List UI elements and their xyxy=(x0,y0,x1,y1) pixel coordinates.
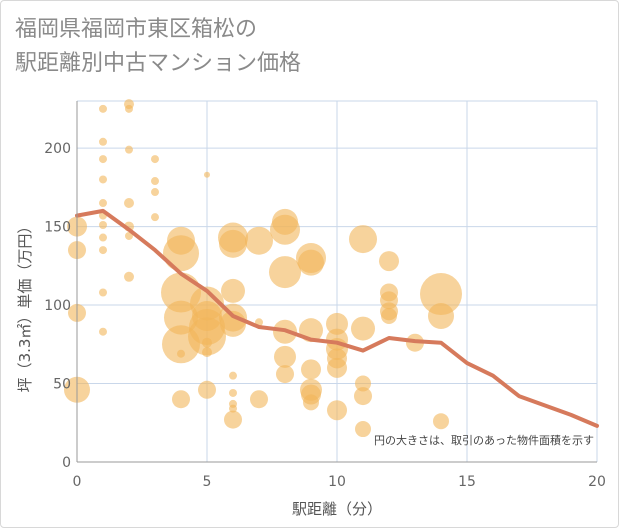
x-tick-label: 20 xyxy=(588,474,606,490)
bubble-point xyxy=(245,226,273,255)
bubble-point xyxy=(188,317,226,356)
x-tick-label: 15 xyxy=(458,474,476,490)
chart-title: 福岡県福岡市東区箱松の 駅距離別中古マンション価格 xyxy=(15,13,301,81)
bubble-point xyxy=(151,213,159,222)
bubble-point xyxy=(301,359,321,380)
bubble-point xyxy=(298,249,324,276)
bubble-point xyxy=(99,199,107,208)
bubble-point xyxy=(151,188,159,197)
bubble-point xyxy=(124,198,134,209)
trend-line xyxy=(75,208,599,428)
chart-title-line1: 福岡県福岡市東区箱松の xyxy=(15,17,258,42)
bubble-point xyxy=(327,357,347,378)
bubble-point xyxy=(202,337,212,348)
bubble-point xyxy=(379,251,399,272)
bubble-point xyxy=(303,394,319,411)
bubble-point xyxy=(99,288,107,297)
bubble-point xyxy=(381,308,397,325)
x-axis-label: 駅距離（分） xyxy=(292,500,382,518)
bubble-point xyxy=(420,273,462,316)
bubble-point xyxy=(355,421,371,438)
bubble-point xyxy=(229,371,237,380)
y-tick-label: 50 xyxy=(53,377,71,393)
bubble-point xyxy=(269,256,301,289)
bubble-point xyxy=(124,271,134,282)
bubble-point xyxy=(250,390,268,409)
bubble-point xyxy=(99,137,107,146)
bubble-point xyxy=(125,231,133,240)
y-tick-label: 150 xyxy=(44,220,71,236)
bubble-point xyxy=(125,145,133,154)
bubble-point xyxy=(125,104,133,113)
bubble-point xyxy=(151,177,159,186)
bubble-point xyxy=(99,220,107,229)
bubble-point xyxy=(349,225,377,254)
bubble-point xyxy=(99,233,107,242)
bubble-point xyxy=(433,413,449,430)
bubble-point xyxy=(274,345,296,368)
bubble-point xyxy=(229,404,237,413)
bubble-point xyxy=(172,390,190,409)
bubble-point xyxy=(326,312,348,335)
bubble-point xyxy=(202,347,212,358)
x-tick-label: 5 xyxy=(203,474,212,490)
bubble-point xyxy=(99,175,107,184)
y-tick-label: 100 xyxy=(44,298,71,314)
axes xyxy=(76,101,597,463)
bubble-point xyxy=(276,365,294,384)
bubble-point xyxy=(177,349,185,358)
bubble-point xyxy=(99,246,107,255)
bubble-point xyxy=(99,104,107,113)
y-axis-label: 坪（3.3㎡）単価（万円） xyxy=(16,219,34,393)
bubble-point xyxy=(99,327,107,336)
y-tick-label: 0 xyxy=(62,455,71,471)
bubble-point xyxy=(270,214,300,245)
size-annotation: 円の大きさは、取引のあった物件面積を示す xyxy=(374,433,594,447)
chart-title-line2: 駅距離別中古マンション価格 xyxy=(15,51,302,76)
bubble-point xyxy=(354,387,372,406)
bubble-point xyxy=(327,400,347,421)
bubble-point xyxy=(428,303,454,330)
bubble-point xyxy=(229,388,237,397)
x-tick-label: 10 xyxy=(328,474,346,490)
bubble-point xyxy=(204,171,210,178)
x-tick-label: 0 xyxy=(73,474,82,490)
y-tick-label: 200 xyxy=(44,141,71,157)
bubble-point xyxy=(99,155,107,164)
bubble-point xyxy=(224,410,242,429)
bubble-point xyxy=(198,380,216,399)
bubble-point xyxy=(355,375,371,392)
bubble-point xyxy=(151,155,159,164)
bubble-layer xyxy=(64,99,462,438)
bubble-point xyxy=(219,229,247,258)
bubble-point xyxy=(351,316,375,341)
bubble-point xyxy=(163,235,199,272)
bubble-point xyxy=(221,278,245,303)
trend-line-layer xyxy=(75,208,599,428)
